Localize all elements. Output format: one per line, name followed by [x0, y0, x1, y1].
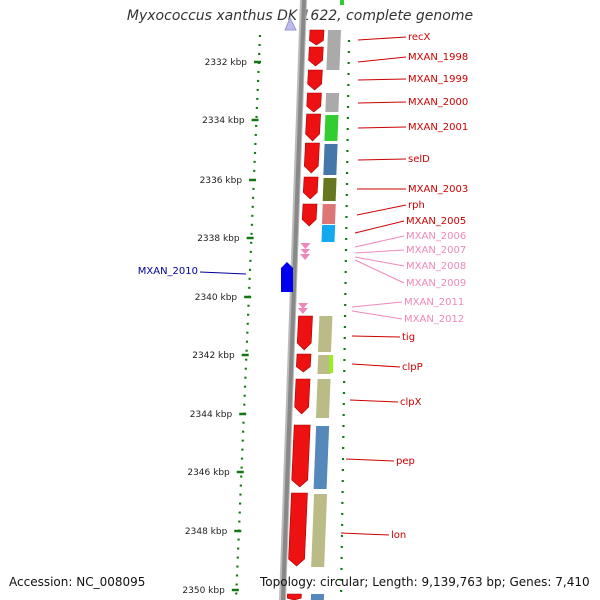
scale-tick-label: 2350 kbp	[182, 586, 225, 596]
gene-function-box	[326, 30, 341, 70]
gene-label: tig	[402, 332, 415, 343]
accession-text: Accession: NC_008095	[9, 575, 146, 589]
scale-tick-label: 2348 kbp	[185, 527, 228, 537]
gene-label: recX	[408, 32, 431, 43]
small-gene-arrow	[300, 249, 311, 254]
gene-label: MXAN_1999	[408, 74, 468, 85]
small-gene-arrow	[300, 254, 311, 260]
gene-arrow	[301, 203, 318, 227]
gene-label-leader	[340, 532, 390, 536]
backbone-line	[281, 0, 306, 600]
gene-arrow	[305, 113, 321, 142]
gene-arrow	[291, 424, 311, 488]
gene-label: lon	[391, 530, 406, 541]
gene-label: MXAN_2007	[406, 245, 466, 256]
gene-arrow	[303, 142, 320, 174]
gene-label-leader	[199, 271, 247, 275]
scale-tick-label: 2344 kbp	[190, 410, 233, 420]
gene-function-box	[317, 355, 332, 374]
gene-function-box	[315, 379, 331, 418]
gene-label-leader	[357, 158, 407, 161]
gene-label-leader	[356, 204, 407, 216]
topology-text: Topology: circular; Length: 9,139,763 bp…	[260, 575, 590, 589]
gene-arrow	[286, 593, 302, 600]
gene-function-box	[321, 204, 336, 224]
gene-arrow	[308, 46, 324, 67]
gene-label: pep	[396, 456, 415, 467]
gene-arrow	[309, 29, 325, 46]
small-gene-arrow	[300, 243, 311, 249]
gene-label-leader	[351, 335, 401, 338]
gene-label-leader	[357, 78, 407, 81]
gene-label: rph	[408, 200, 425, 211]
gene-label-leader	[357, 126, 407, 129]
scale-tick-label: 2332 kbp	[205, 58, 248, 68]
gene-label-leader	[354, 235, 405, 248]
gene-function-box	[340, 0, 344, 5]
scale-tick-label: 2340 kbp	[195, 293, 238, 303]
gene-function-box	[310, 594, 325, 600]
gene-function-box	[313, 426, 330, 489]
gene-label: MXAN_2012	[404, 314, 464, 325]
small-gene-arrow	[298, 303, 309, 309]
gene-label: MXAN_2005	[406, 216, 466, 227]
gene-label: MXAN_2008	[406, 261, 466, 272]
gene-arrow	[307, 69, 323, 91]
outer-dotted-line	[339, 39, 351, 600]
gene-arrow	[288, 492, 308, 567]
gene-label-leader	[351, 310, 403, 320]
gene-label-leader	[345, 458, 395, 462]
gene-label: MXAN_2011	[404, 297, 464, 308]
gene-arrow	[294, 378, 311, 415]
gene-label-leader	[354, 256, 405, 267]
gene-label-leader	[351, 301, 403, 308]
gene-label: MXAN_2003	[408, 184, 468, 195]
scale-tick-label: 2342 kbp	[192, 351, 235, 361]
gene-label: selD	[408, 154, 430, 165]
gene-function-box	[324, 115, 339, 141]
gene-label: clpP	[402, 362, 423, 373]
gene-label: MXAN_2000	[408, 97, 468, 108]
gene-label-leader	[357, 56, 407, 63]
gene-function-box	[311, 494, 328, 567]
gene-arrow	[296, 315, 313, 351]
gene-label-leader	[354, 259, 405, 284]
gene-function-box	[329, 355, 333, 373]
gene-label-leader	[354, 249, 405, 254]
gene-label-leader	[357, 36, 407, 41]
scale-tick-label: 2338 kbp	[197, 234, 240, 244]
gene-function-box	[323, 144, 338, 175]
gene-label-leader	[354, 220, 405, 234]
gene-label: clpX	[400, 397, 422, 408]
gene-label: MXAN_2001	[408, 122, 468, 133]
scale-tick-label: 2336 kbp	[200, 176, 243, 186]
gene-function-box	[317, 316, 333, 352]
gene-arrow-reverse	[281, 262, 293, 292]
gene-label: MXAN_2006	[406, 231, 466, 242]
gene-label-leader	[357, 101, 407, 104]
scale-tick-label: 2334 kbp	[202, 116, 245, 126]
gene-arrow	[296, 353, 312, 373]
gene-arrow	[302, 176, 319, 200]
gene-label: MXAN_1998	[408, 52, 468, 63]
gene-arrow	[306, 92, 322, 113]
gene-function-box	[322, 178, 337, 201]
scale-tick-label: 2346 kbp	[187, 468, 230, 478]
small-gene-arrow	[297, 308, 308, 314]
gene-label: MXAN_2009	[406, 278, 466, 289]
gene-label-leader	[351, 363, 401, 368]
gene-function-box	[321, 225, 336, 242]
gene-label-leader	[349, 399, 399, 403]
gene-label: MXAN_2010	[138, 266, 198, 277]
top-marker	[284, 16, 297, 31]
gene-function-box	[325, 93, 340, 112]
